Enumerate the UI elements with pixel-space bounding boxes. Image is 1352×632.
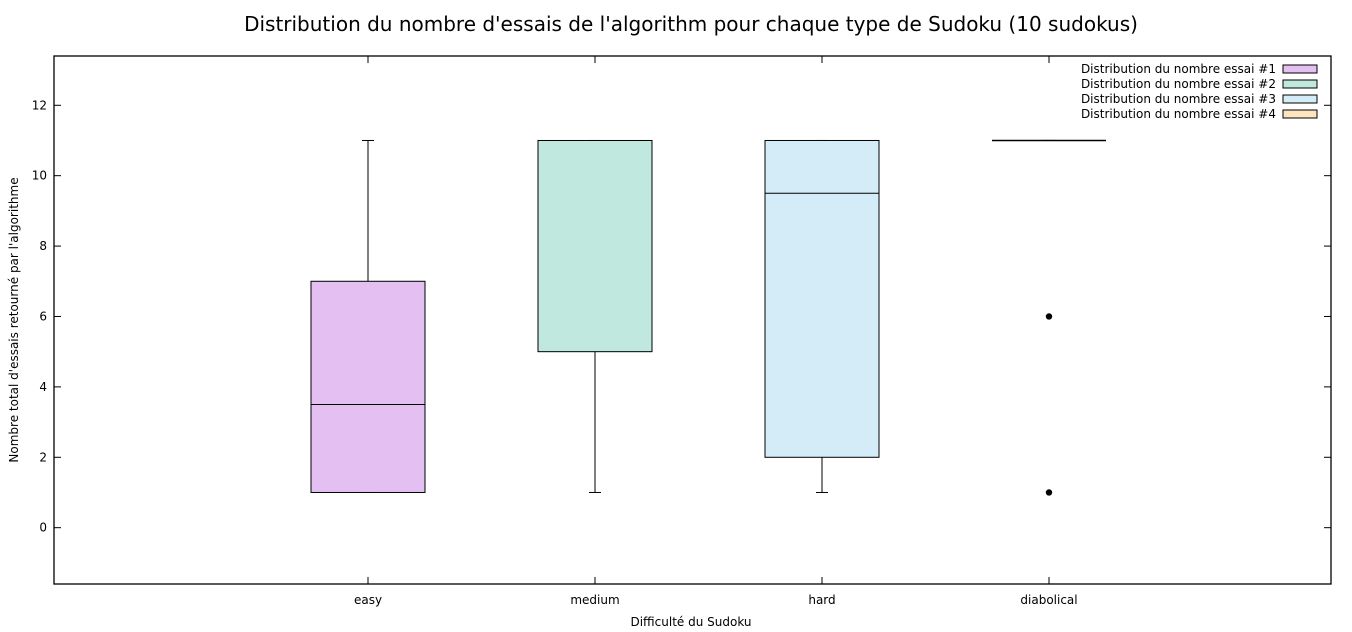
x-axis-label: Difficulté du Sudoku [630,615,751,629]
box-iqr [537,139,653,353]
legend-swatch [1282,64,1318,74]
y-tick-label: 10 [32,169,47,183]
outlier-point [1045,313,1053,320]
outlier-point [1045,489,1053,496]
plot-frame [53,55,1332,585]
y-tick-label: 4 [39,380,47,394]
legend-label: Distribution du nombre essai #4 [1081,107,1276,121]
chart-title: Distribution du nombre d'essais de l'alg… [244,12,1138,36]
x-tick-label: easy [354,593,382,607]
legend-swatch [1282,94,1318,104]
legend-swatch [1282,79,1318,89]
x-axis: easy medium hard diabolical [354,56,1078,607]
legend-swatch [1282,109,1318,119]
legend: Distribution du nombre essai #1Distribut… [1081,62,1318,121]
x-tick-label: hard [808,593,835,607]
y-tick-label: 6 [39,309,47,323]
legend-label: Distribution du nombre essai #1 [1081,62,1276,76]
box-iqr [310,280,426,493]
box-medium [537,139,653,493]
box-hard [764,139,880,493]
x-tick-label: diabolical [1020,593,1077,607]
box-iqr [764,139,880,458]
legend-label: Distribution du nombre essai #3 [1081,92,1276,106]
box-diabolical [992,139,1106,496]
y-axis-label: Nombre total d'essais retourné par l'alg… [7,177,21,462]
y-tick-label: 8 [39,239,47,253]
legend-label: Distribution du nombre essai #2 [1081,77,1276,91]
box-series [310,139,1106,496]
y-tick-label: 12 [32,98,47,112]
x-tick-label: medium [570,593,619,607]
box-easy [310,139,426,493]
y-tick-label: 0 [39,521,47,535]
y-tick-label: 2 [39,450,47,464]
y-axis: 0 2 4 6 8 10 12 [32,98,1331,535]
